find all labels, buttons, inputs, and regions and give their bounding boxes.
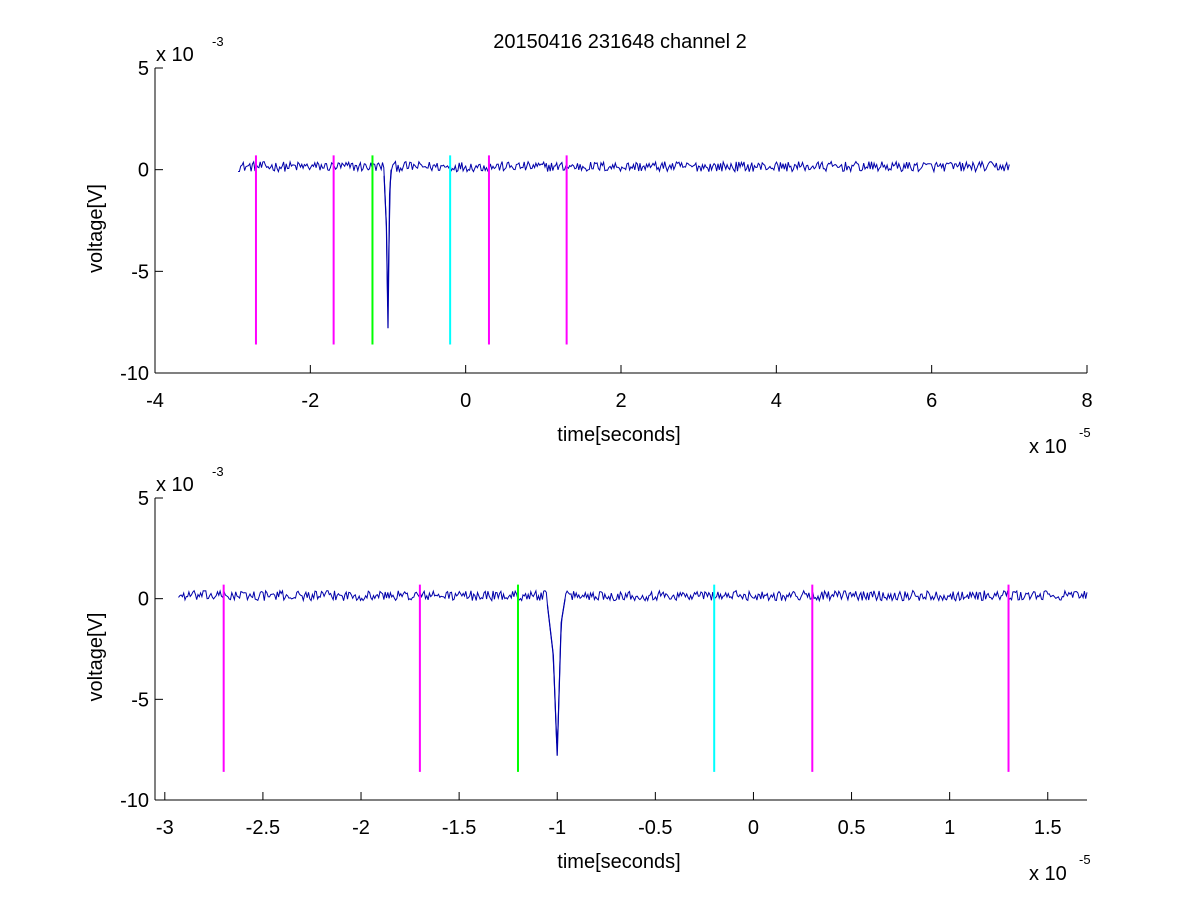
axes-0-signal-line: [238, 160, 1010, 307]
axes-1-x-tick-label: -2.5: [246, 817, 280, 839]
axes-0-x-tick-label: 0: [460, 390, 471, 412]
axes-1-x-exponent: -5: [1079, 852, 1091, 867]
axes-0-x-tick-label: 4: [771, 390, 782, 412]
figure-title: 20150416 231648 channel 2: [493, 31, 747, 53]
axes-1-x-tick-label: -0.5: [638, 817, 672, 839]
axes-1-y-tick-label: -5: [131, 689, 149, 711]
axes-0-y-tick-label: -10: [120, 363, 149, 385]
axes-1-y-multiplier: x 10: [156, 474, 194, 496]
axes-1-x-tick-label: 0: [748, 817, 759, 839]
axes-0-x-tick-label: 8: [1081, 390, 1092, 412]
axes-0-x-tick-label: -2: [301, 390, 319, 412]
axes-0-x-exponent: -5: [1079, 425, 1091, 440]
axes-1-x-tick-label: 1: [944, 817, 955, 839]
axes-1-x-tick-label: 0.5: [838, 817, 866, 839]
axes-top: -10 -5 0 5 -4 -2 0 2 4 6 8 time[seconds] voltage[V] x…: [85, 34, 1093, 458]
axes-0-x-axis-label: time[seconds]: [557, 424, 680, 446]
axes-0-y-tick-label: 5: [138, 58, 149, 80]
axes-1-y-tick-label: 0: [138, 589, 149, 611]
axes-0-y-axis-label: voltage[V]: [85, 184, 107, 273]
axes-1-x-tick-label: 1.5: [1034, 817, 1062, 839]
axes-1-x-tick-label: -1: [548, 817, 566, 839]
axes-1-x-tick-label: -2: [352, 817, 370, 839]
axes-1-x-axis-label: time[seconds]: [557, 851, 680, 873]
axes-0-y-tick-label: 0: [138, 160, 149, 182]
axes-1-signal-line: [178, 589, 1088, 744]
axes-0-pulse-line: [383, 169, 392, 329]
axes-1-y-tick-label: 5: [138, 488, 149, 510]
axes-bottom: -10 -5 0 5 -3 -2.5 -2 -1.5 -1 -0.5 0 0.5 1 1.5 time[se…: [85, 464, 1091, 885]
axes-1-y-exponent: -3: [212, 464, 224, 479]
axes-1-y-tick-label: -10: [120, 790, 149, 812]
axes-1-y-axis-label: voltage[V]: [85, 613, 107, 702]
axes-1-x-tick-label: -3: [156, 817, 174, 839]
axes-1-pulse-line: [546, 598, 566, 756]
axes-0-x-tick-label: -4: [146, 390, 164, 412]
axes-1-x-tick-label: -1.5: [442, 817, 476, 839]
axes-0-y-multiplier: x 10: [156, 44, 194, 66]
axes-0-y-tick-label: -5: [131, 261, 149, 283]
axes-0-x-multiplier: x 10: [1029, 436, 1067, 458]
axes-1-x-multiplier: x 10: [1029, 863, 1067, 885]
axes-0-x-tick-label: 6: [926, 390, 937, 412]
axes-0-y-exponent: -3: [212, 34, 224, 49]
axes-0-x-tick-label: 2: [615, 390, 626, 412]
